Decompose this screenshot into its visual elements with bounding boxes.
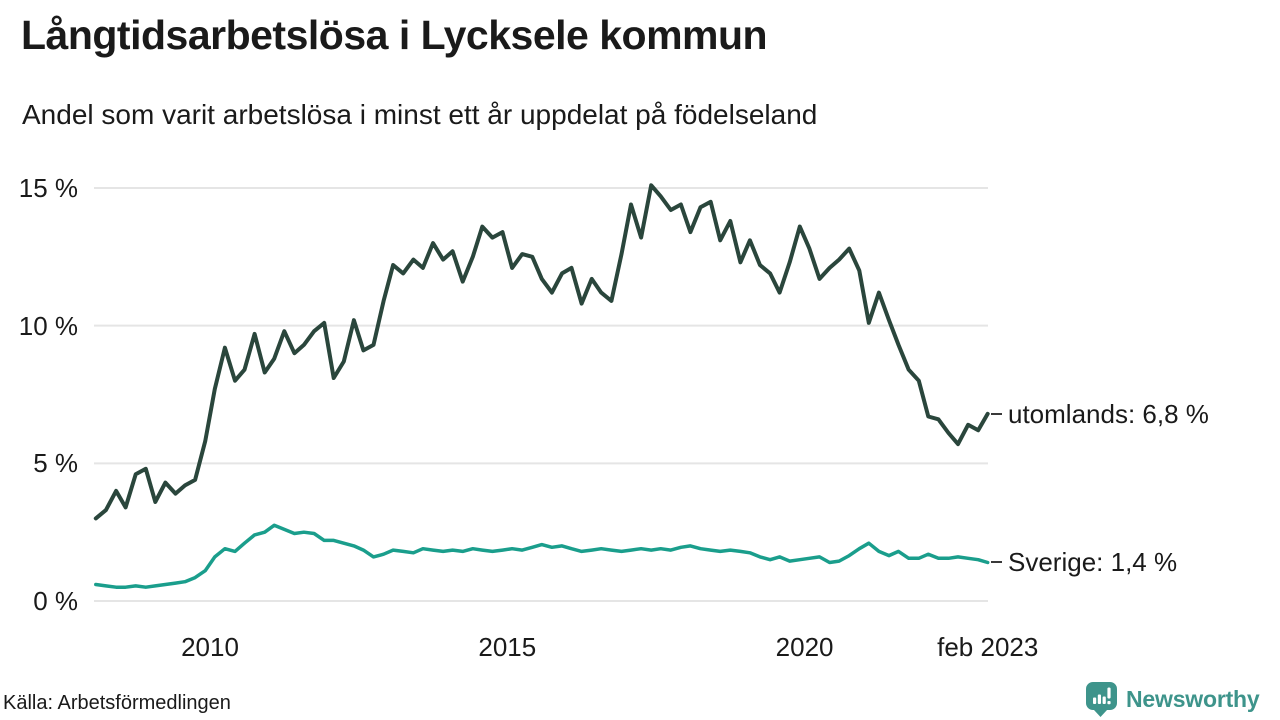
source-note: Källa: Arbetsförmedlingen xyxy=(3,692,231,714)
x-axis-tick-label: feb 2023 xyxy=(937,632,1039,662)
series-label-text: utomlands: 6,8 % xyxy=(1008,398,1209,429)
newsworthy-logo: Newsworthy xyxy=(1086,682,1260,717)
x-axis-tick-label: 2015 xyxy=(478,632,537,662)
series-label-text: Sverige: 1,4 % xyxy=(1008,547,1178,578)
y-axis-tick-label: 5 % xyxy=(33,448,78,479)
series-line-Sverige xyxy=(94,523,990,589)
series-line-utomlands xyxy=(93,183,990,521)
page-title: Långtidsarbetslösa i Lycksele kommun xyxy=(21,12,768,58)
x-axis-tick-label: 2010 xyxy=(181,632,239,662)
newsworthy-logo-text: Newsworthy xyxy=(1126,686,1260,712)
newsworthy-logo-icon xyxy=(1086,682,1117,717)
y-axis-tick-label: 15 % xyxy=(18,173,78,203)
label-connector-dash xyxy=(991,561,1002,564)
y-axis-tick-label: 0 % xyxy=(33,586,78,616)
label-connector-dash xyxy=(991,412,1002,415)
y-axis-tick-label: 10 % xyxy=(18,310,78,341)
x-axis-tick-label: 2020 xyxy=(775,632,834,662)
series-label-sverige: Sverige: 1,4 % xyxy=(991,546,1177,578)
chart-subtitle: Andel som varit arbetslösa i minst ett å… xyxy=(22,99,818,130)
series-label-utomlands: utomlands: 6,8 % xyxy=(991,398,1209,430)
